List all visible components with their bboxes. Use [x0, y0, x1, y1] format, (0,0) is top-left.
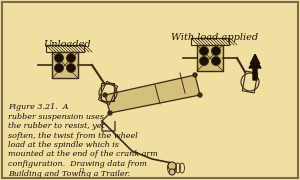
Circle shape — [200, 46, 208, 55]
Circle shape — [67, 53, 76, 62]
Bar — [46, 45, 84, 52]
Circle shape — [103, 93, 107, 97]
Circle shape — [212, 46, 220, 55]
Text: load at the spindle which is: load at the spindle which is — [8, 141, 119, 149]
Circle shape — [55, 53, 64, 62]
Circle shape — [67, 64, 76, 73]
Circle shape — [198, 93, 202, 97]
Text: configuration.  Drawing data from: configuration. Drawing data from — [8, 160, 147, 168]
Text: 11: 11 — [79, 168, 86, 172]
Text: Unloaded: Unloaded — [43, 40, 91, 49]
Bar — [191, 38, 229, 45]
Polygon shape — [105, 75, 200, 113]
Circle shape — [168, 162, 176, 170]
Text: soften, the twist from the wheel: soften, the twist from the wheel — [8, 132, 138, 140]
Text: With load applied: With load applied — [171, 33, 259, 42]
Text: Figure 3.21.  A: Figure 3.21. A — [8, 103, 68, 111]
Circle shape — [108, 111, 112, 115]
Bar — [242, 71, 258, 93]
Bar — [98, 81, 118, 105]
Text: Building and Towing a Trailer.: Building and Towing a Trailer. — [8, 170, 130, 177]
Text: rubber suspension uses: rubber suspension uses — [8, 112, 104, 120]
Circle shape — [212, 57, 220, 66]
Circle shape — [200, 57, 208, 66]
Bar — [197, 45, 223, 71]
FancyArrow shape — [249, 58, 261, 80]
Bar — [52, 52, 78, 78]
Text: mounted at the end of the crank arm: mounted at the end of the crank arm — [8, 150, 158, 159]
Circle shape — [55, 64, 64, 73]
Circle shape — [169, 169, 175, 175]
Text: the rubber to resist, yet: the rubber to resist, yet — [8, 122, 105, 130]
Circle shape — [193, 73, 197, 77]
